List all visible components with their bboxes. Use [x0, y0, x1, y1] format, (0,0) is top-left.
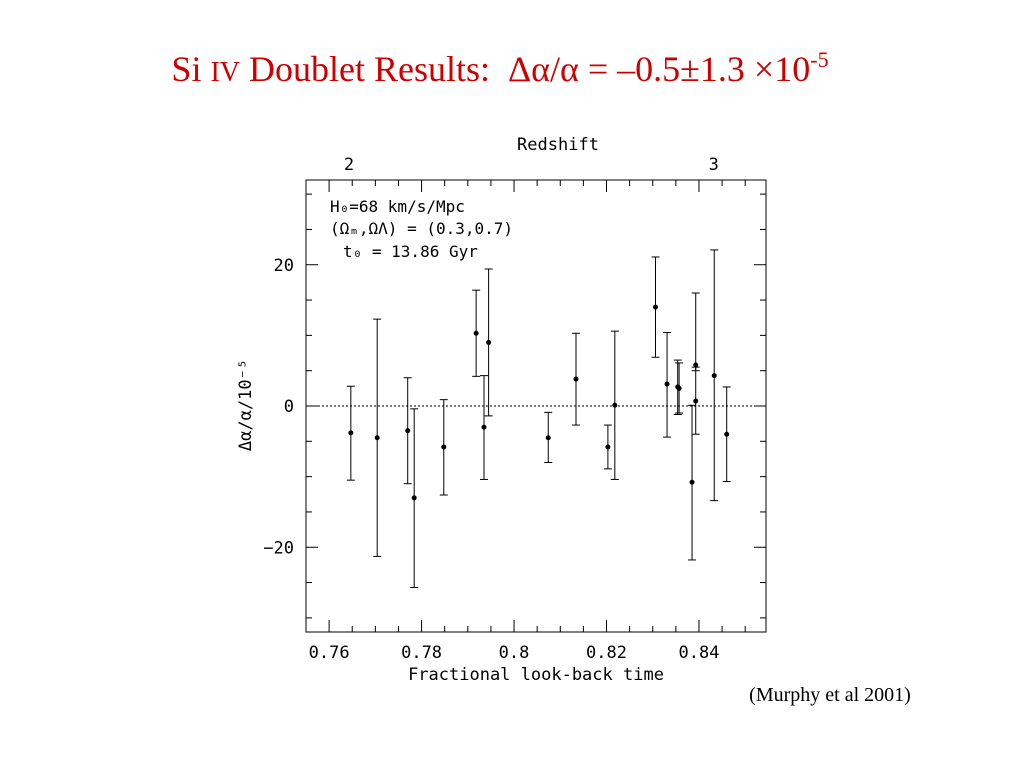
- x-axis-label: Fractional look-back time: [408, 665, 664, 685]
- title-rest: Doublet Results:: [249, 49, 490, 89]
- point-marker: [573, 376, 579, 382]
- y-tick-label: −20: [263, 538, 294, 558]
- point-marker: [693, 398, 699, 404]
- point-marker: [612, 402, 618, 408]
- x-tick-label: 0.76: [309, 643, 350, 663]
- slide-title: Si IV Doublet Results: Δα/α = –0.5±1.3 ×…: [0, 48, 1000, 90]
- data-point-7: [479, 375, 488, 480]
- top-axis-label: Redshift: [517, 135, 599, 155]
- point-marker: [676, 385, 682, 391]
- data-point-21: [722, 386, 731, 483]
- point-marker: [411, 495, 417, 501]
- data-point-12: [610, 330, 619, 480]
- data-point-1: [346, 385, 355, 481]
- point-marker: [605, 444, 611, 450]
- title-element: Si: [171, 49, 202, 89]
- title-equation: Δα/α = –0.5±1.3 ×10: [508, 49, 811, 89]
- point-marker: [374, 435, 380, 441]
- title-ion: IV: [210, 57, 240, 88]
- point-marker: [689, 479, 695, 485]
- y-axis-label: Δα/α/10⁻⁵: [236, 359, 256, 451]
- point-marker: [653, 304, 659, 310]
- x-tick-label: 0.8: [499, 643, 530, 663]
- data-point-18: [691, 292, 700, 372]
- x-tick-label: 0.78: [401, 643, 442, 663]
- data-point-13: [651, 256, 660, 358]
- point-marker: [481, 424, 487, 430]
- data-point-19: [691, 366, 700, 435]
- cosmology-annotation-line: (Ωₘ,ΩΛ) = (0.3,0.7): [330, 219, 513, 238]
- data-point-2: [373, 318, 382, 557]
- data-point-8: [484, 268, 493, 417]
- x-tick-label: 0.84: [678, 643, 719, 663]
- data-point-5: [439, 399, 448, 496]
- data-point-16: [675, 362, 684, 414]
- data-point-20: [710, 249, 719, 502]
- data-point-10: [571, 332, 580, 426]
- data-point-17: [688, 404, 697, 561]
- point-marker: [711, 373, 717, 379]
- cosmology-annotation-line: H₀=68 km/s/Mpc: [330, 197, 465, 216]
- y-tick-label: 20: [274, 256, 294, 276]
- point-marker: [348, 430, 354, 436]
- citation: (Murphy et al 2001): [749, 684, 911, 706]
- data-point-3: [403, 377, 412, 485]
- data-point-6: [472, 289, 481, 377]
- point-marker: [724, 431, 730, 437]
- y-tick-label: 0: [284, 397, 294, 417]
- point-marker: [405, 428, 411, 434]
- data-point-9: [544, 411, 553, 463]
- point-marker: [486, 339, 492, 345]
- redshift-tick-label: 2: [344, 155, 354, 175]
- redshift-tick-label: 3: [709, 155, 719, 175]
- x-tick-label: 0.82: [586, 643, 627, 663]
- data-point-11: [603, 424, 612, 470]
- data-point-14: [663, 332, 672, 438]
- point-marker: [664, 381, 670, 387]
- point-marker: [545, 435, 551, 441]
- title-exponent: -5: [810, 47, 829, 72]
- point-marker: [441, 444, 447, 450]
- point-marker: [473, 330, 479, 336]
- point-marker: [693, 362, 699, 368]
- cosmology-annotation-line: t₀ = 13.86 Gyr: [343, 242, 478, 261]
- data-point-4: [410, 408, 419, 589]
